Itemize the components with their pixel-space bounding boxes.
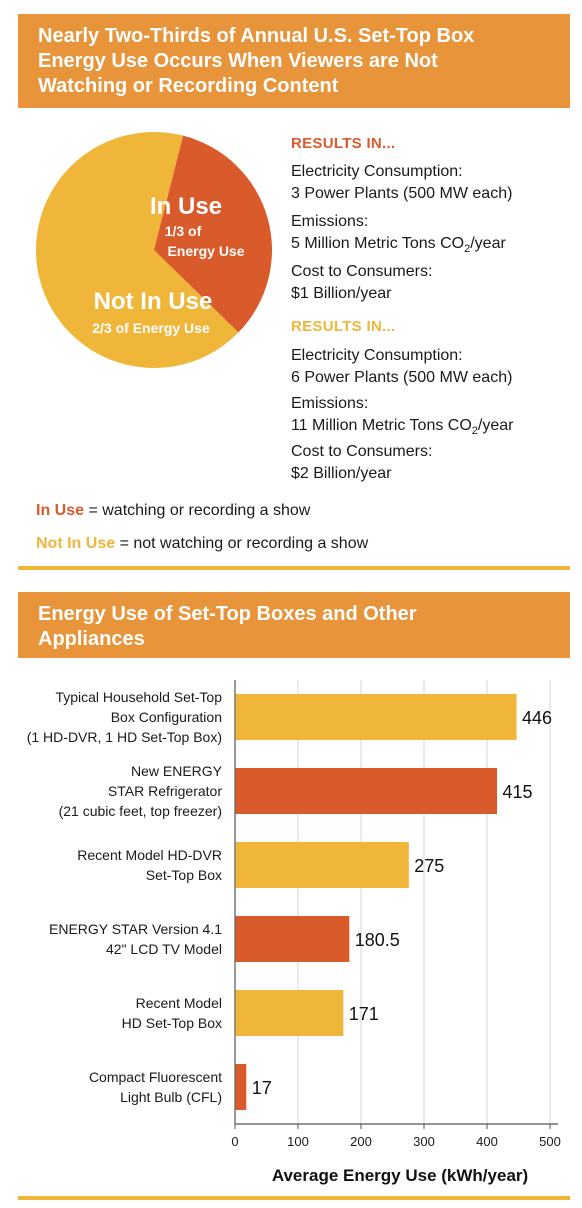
legend-definition: = watching or recording a show [84,502,311,519]
legend-item-in-use: In Use = watching or recording a show [36,502,310,520]
section-divider [18,566,570,570]
bar [235,916,350,962]
section-divider [18,1196,570,1200]
category-label: ENERGY STAR Version 4.1 42" LCD TV Model [49,921,222,957]
category-label: Recent Model HD-DVR Set-Top Box [77,847,222,883]
x-tick-label: 200 [350,1134,372,1149]
legend-item-not-in-use: Not In Use = not watching or recording a… [36,535,368,553]
pie-chart: In Use 1/3 of Energy Use Not In Use 2/3 of E… [35,131,272,368]
bar-value-label: 17 [252,1078,272,1098]
bar-value-label: 275 [414,856,444,876]
result-label: Electricity Consumption: [291,347,463,364]
category-label-line: Light Bulb (CFL) [120,1089,222,1105]
pie-sublabel-in-use: Energy Use [167,243,244,259]
category-label-line: HD Set-Top Box [122,1015,222,1031]
category-label: Recent Model HD Set-Top Box [122,995,222,1031]
result-value: $1 Billion/year [291,285,392,302]
category-label-line: New ENERGY [131,763,223,779]
bar [235,768,498,814]
result-value-text: /year [470,235,506,252]
pie-sublabel-not-in-use: 2/3 of Energy Use [92,320,210,336]
result-label: Emissions: [291,213,369,230]
result-label: Cost to Consumers: [291,263,433,280]
x-tick-label: 500 [539,1134,561,1149]
legend-definition: = not watching or recording a show [115,535,369,552]
pie-sublabel-in-use: 1/3 of [165,223,202,239]
pie-label-not-in-use: Not In Use [94,288,213,315]
category-label-line: Box Configuration [111,709,222,725]
pie-slice-in-use [154,135,272,333]
bar [235,694,517,740]
bar-value-label: 171 [349,1004,379,1024]
x-tick-label: 100 [287,1134,309,1149]
category-label-line: (1 HD-DVR, 1 HD Set-Top Box) [27,729,222,745]
category-label: Compact Fluorescent Light Bulb (CFL) [89,1069,222,1105]
bar [235,1064,247,1110]
legend-term: Not In Use [36,535,116,552]
category-label: New ENERGY STAR Refrigerator (21 cubic fee… [59,763,223,819]
result-value: $2 Billion/year [291,465,392,482]
category-label-line: ENERGY STAR Version 4.1 [49,921,222,937]
section2-title-line: Energy Use of Set-Top Boxes and Other [38,603,417,625]
bar-value-label: 180.5 [355,930,400,950]
section2-banner: Energy Use of Set-Top Boxes and Other Ap… [18,592,570,658]
result-value: 5 Million Metric Tons CO2/year [291,233,506,260]
pie-label-in-use: In Use [150,193,222,220]
result-value-text: /year [477,417,514,434]
category-label-line: 42" LCD TV Model [106,941,222,957]
result-value-text: 11 Million Metric Tons CO [291,417,472,434]
x-tick-label: 0 [231,1134,238,1149]
category-label-line: Compact Fluorescent [89,1069,222,1085]
section1-banner: Nearly Two-Thirds of Annual U.S. Set-Top… [18,14,570,108]
legend-term: In Use [36,502,85,519]
section1-title-line: Energy Use Occurs When Viewers are Not [38,50,438,72]
result-value: 11 Million Metric Tons CO2/year [291,415,514,442]
result-value-subscript: 2 [471,425,478,438]
bar-value-label: 446 [522,708,552,728]
bar-value-label: 415 [502,782,532,802]
result-label: Emissions: [291,395,369,412]
x-axis-label: Average Energy Use (kWh/year) [272,1166,528,1185]
category-label-line: Set-Top Box [146,867,222,883]
results-heading-not-in-use: RESULTS IN... [291,318,396,335]
results-heading-in-use: RESULTS IN... [291,135,396,152]
bar [235,990,344,1036]
pie-slice-not-in-use [35,131,239,368]
section2-title-line: Appliances [38,628,145,650]
section1-title-line: Watching or Recording Content [38,75,339,97]
result-label: Cost to Consumers: [291,443,433,460]
result-value: 6 Power Plants (500 MW each) [291,369,513,386]
result-value: 3 Power Plants (500 MW each) [291,185,513,202]
category-label-line: Typical Household Set-Top [55,689,222,705]
x-tick-label: 300 [413,1134,435,1149]
result-value-text: 5 Million Metric Tons CO [291,235,465,252]
category-label-line: STAR Refrigerator [108,783,222,799]
category-label-line: Recent Model HD-DVR [77,847,222,863]
category-label: Typical Household Set-Top Box Configurati… [27,689,222,745]
result-label: Electricity Consumption: [291,163,463,180]
result-value-subscript: 2 [464,243,471,256]
bar [235,842,409,888]
x-tick-label: 400 [476,1134,498,1149]
section1-title-line: Nearly Two-Thirds of Annual U.S. Set-Top… [38,25,475,47]
category-label-line: Recent Model [136,995,222,1011]
category-label-line: (21 cubic feet, top freezer) [59,803,222,819]
